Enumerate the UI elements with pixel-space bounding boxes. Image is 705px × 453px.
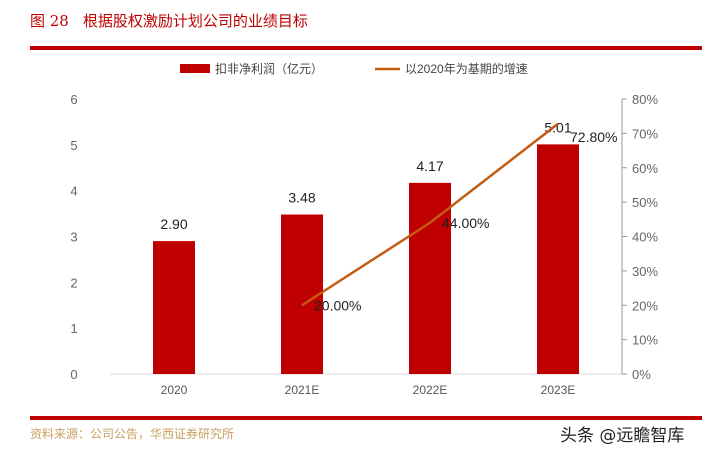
watermark: 头条 @远瞻智库 [560,426,685,446]
bar-data-label: 4.17 [416,158,443,174]
bottom-rule [30,416,702,420]
legend-bar-label: 扣非净利润（亿元） [215,61,323,76]
line-data-label: 44.00% [442,215,489,231]
x-tick-label: 2022E [413,383,448,397]
x-tick-label: 2023E [541,383,576,397]
left-tick-label: 6 [70,92,77,107]
line-data-label: 72.80% [570,129,617,145]
figure-title: 图 28 根据股权激励计划公司的业绩目标 [30,10,308,31]
bar [537,144,579,374]
right-tick-label: 40% [632,230,658,245]
x-tick-label: 2021E [285,383,320,397]
legend-bar-swatch [180,64,210,73]
left-tick-label: 0 [70,367,77,382]
right-tick-label: 80% [632,92,658,107]
right-tick-label: 20% [632,298,658,313]
legend-line-label: 以2020年为基期的增速 [405,61,528,76]
bar [409,182,451,374]
right-tick-label: 50% [632,195,658,210]
bar-data-label: 3.48 [288,190,315,206]
right-tick-label: 60% [632,161,658,176]
right-tick-label: 30% [632,264,658,279]
bar-data-label: 2.90 [160,216,187,232]
left-tick-label: 1 [70,321,77,336]
source-note: 资料来源：公司公告，华西证券研究所 [30,427,235,441]
top-rule [30,46,702,50]
x-tick-label: 2020 [161,383,188,397]
line-data-label: 20.00% [314,297,361,313]
bar [153,241,195,374]
figure-number: 图 28 [30,12,69,30]
left-tick-label: 3 [70,230,77,245]
bar-data-label: 5.01 [544,119,571,135]
bar [281,214,323,374]
right-tick-label: 10% [632,333,658,348]
left-tick-label: 2 [70,275,77,290]
right-tick-label: 0% [632,367,651,382]
left-tick-label: 5 [70,138,77,153]
right-tick-label: 70% [632,126,658,141]
growth-line [301,122,559,307]
figure-title-text: 根据股权激励计划公司的业绩目标 [82,12,308,30]
left-tick-label: 4 [70,184,77,199]
